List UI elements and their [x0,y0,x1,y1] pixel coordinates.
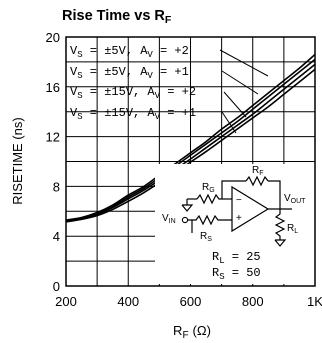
rg-label: RG [202,182,215,194]
y-tick-label-8: 8 [53,179,60,194]
series-line-4 [65,68,316,223]
ground-symbol-rl [274,239,287,247]
legend-arrow-2 [221,70,259,95]
rs-label: RS [200,231,212,243]
x-tick-label-600: 600 [180,294,202,309]
legend-arrow-4 [221,111,237,134]
op-amp-minus: − [236,195,242,206]
rf-resistor [245,175,269,187]
legend-arrow-3 [223,91,247,118]
series-lines [65,53,316,223]
series-line-3 [65,63,316,223]
x-tick-label-200: 200 [55,294,77,309]
rg-resistor [196,193,222,205]
y-axis-title: RISETIME (ns) [10,117,25,204]
note-rs: RS = 50 [212,266,261,282]
vin-terminal [181,216,189,224]
legend-label-vs15-av2: VS = ±15V, AV = +2 [70,85,196,101]
series-line-1 [65,53,316,221]
op-amp-plus: + [236,213,242,224]
legend-arrow-1 [219,49,269,77]
rl-label: RL [287,223,298,235]
y-tick-label-12: 12 [46,130,60,145]
x-tick-label-400: 400 [117,294,139,309]
feedback-right-wire [268,180,281,209]
note-rl: RL = 25 [212,250,261,266]
op-amp-symbol [231,185,270,233]
vin-label: VIN [162,213,176,225]
series-line-2 [65,58,316,222]
y-tick-label-16: 16 [46,80,60,95]
feedback-left-wire [221,180,246,199]
x-tick-label-1000: 1K [307,294,322,309]
y-tick-label-0: 0 [53,279,60,294]
y-tick-label-20: 20 [46,30,60,45]
legend-label-vs5-av1: VS = ±5V, AV = +1 [70,65,189,81]
ground-symbol-rg [181,204,194,212]
legend-label-vs15-av1: VS = ±15V, AV = +1 [70,106,196,122]
legend: VS = ±5V, AV = +2 VS = ±5V, AV = +1 VS =… [70,44,269,134]
rf-label: RF [252,165,264,177]
tick-labels: 200 400 600 800 1K 0 4 8 12 16 20 [46,30,322,309]
chart-title: Rise Time vs RF [62,8,172,26]
test-circuit-diagram: − + RG RF RS RL VIN VOUT RL = 25 RS = 50 [155,164,317,284]
x-tick-label-800: 800 [242,294,264,309]
y-tick-label-4: 4 [53,229,60,244]
vout-label: VOUT [284,193,306,205]
rs-resistor [188,214,232,226]
rl-resistor [274,209,286,240]
x-axis-title: RF (Ω) [173,323,211,341]
legend-label-vs5-av2: VS = ±5V, AV = +2 [70,44,189,60]
plot-frame [65,36,316,287]
